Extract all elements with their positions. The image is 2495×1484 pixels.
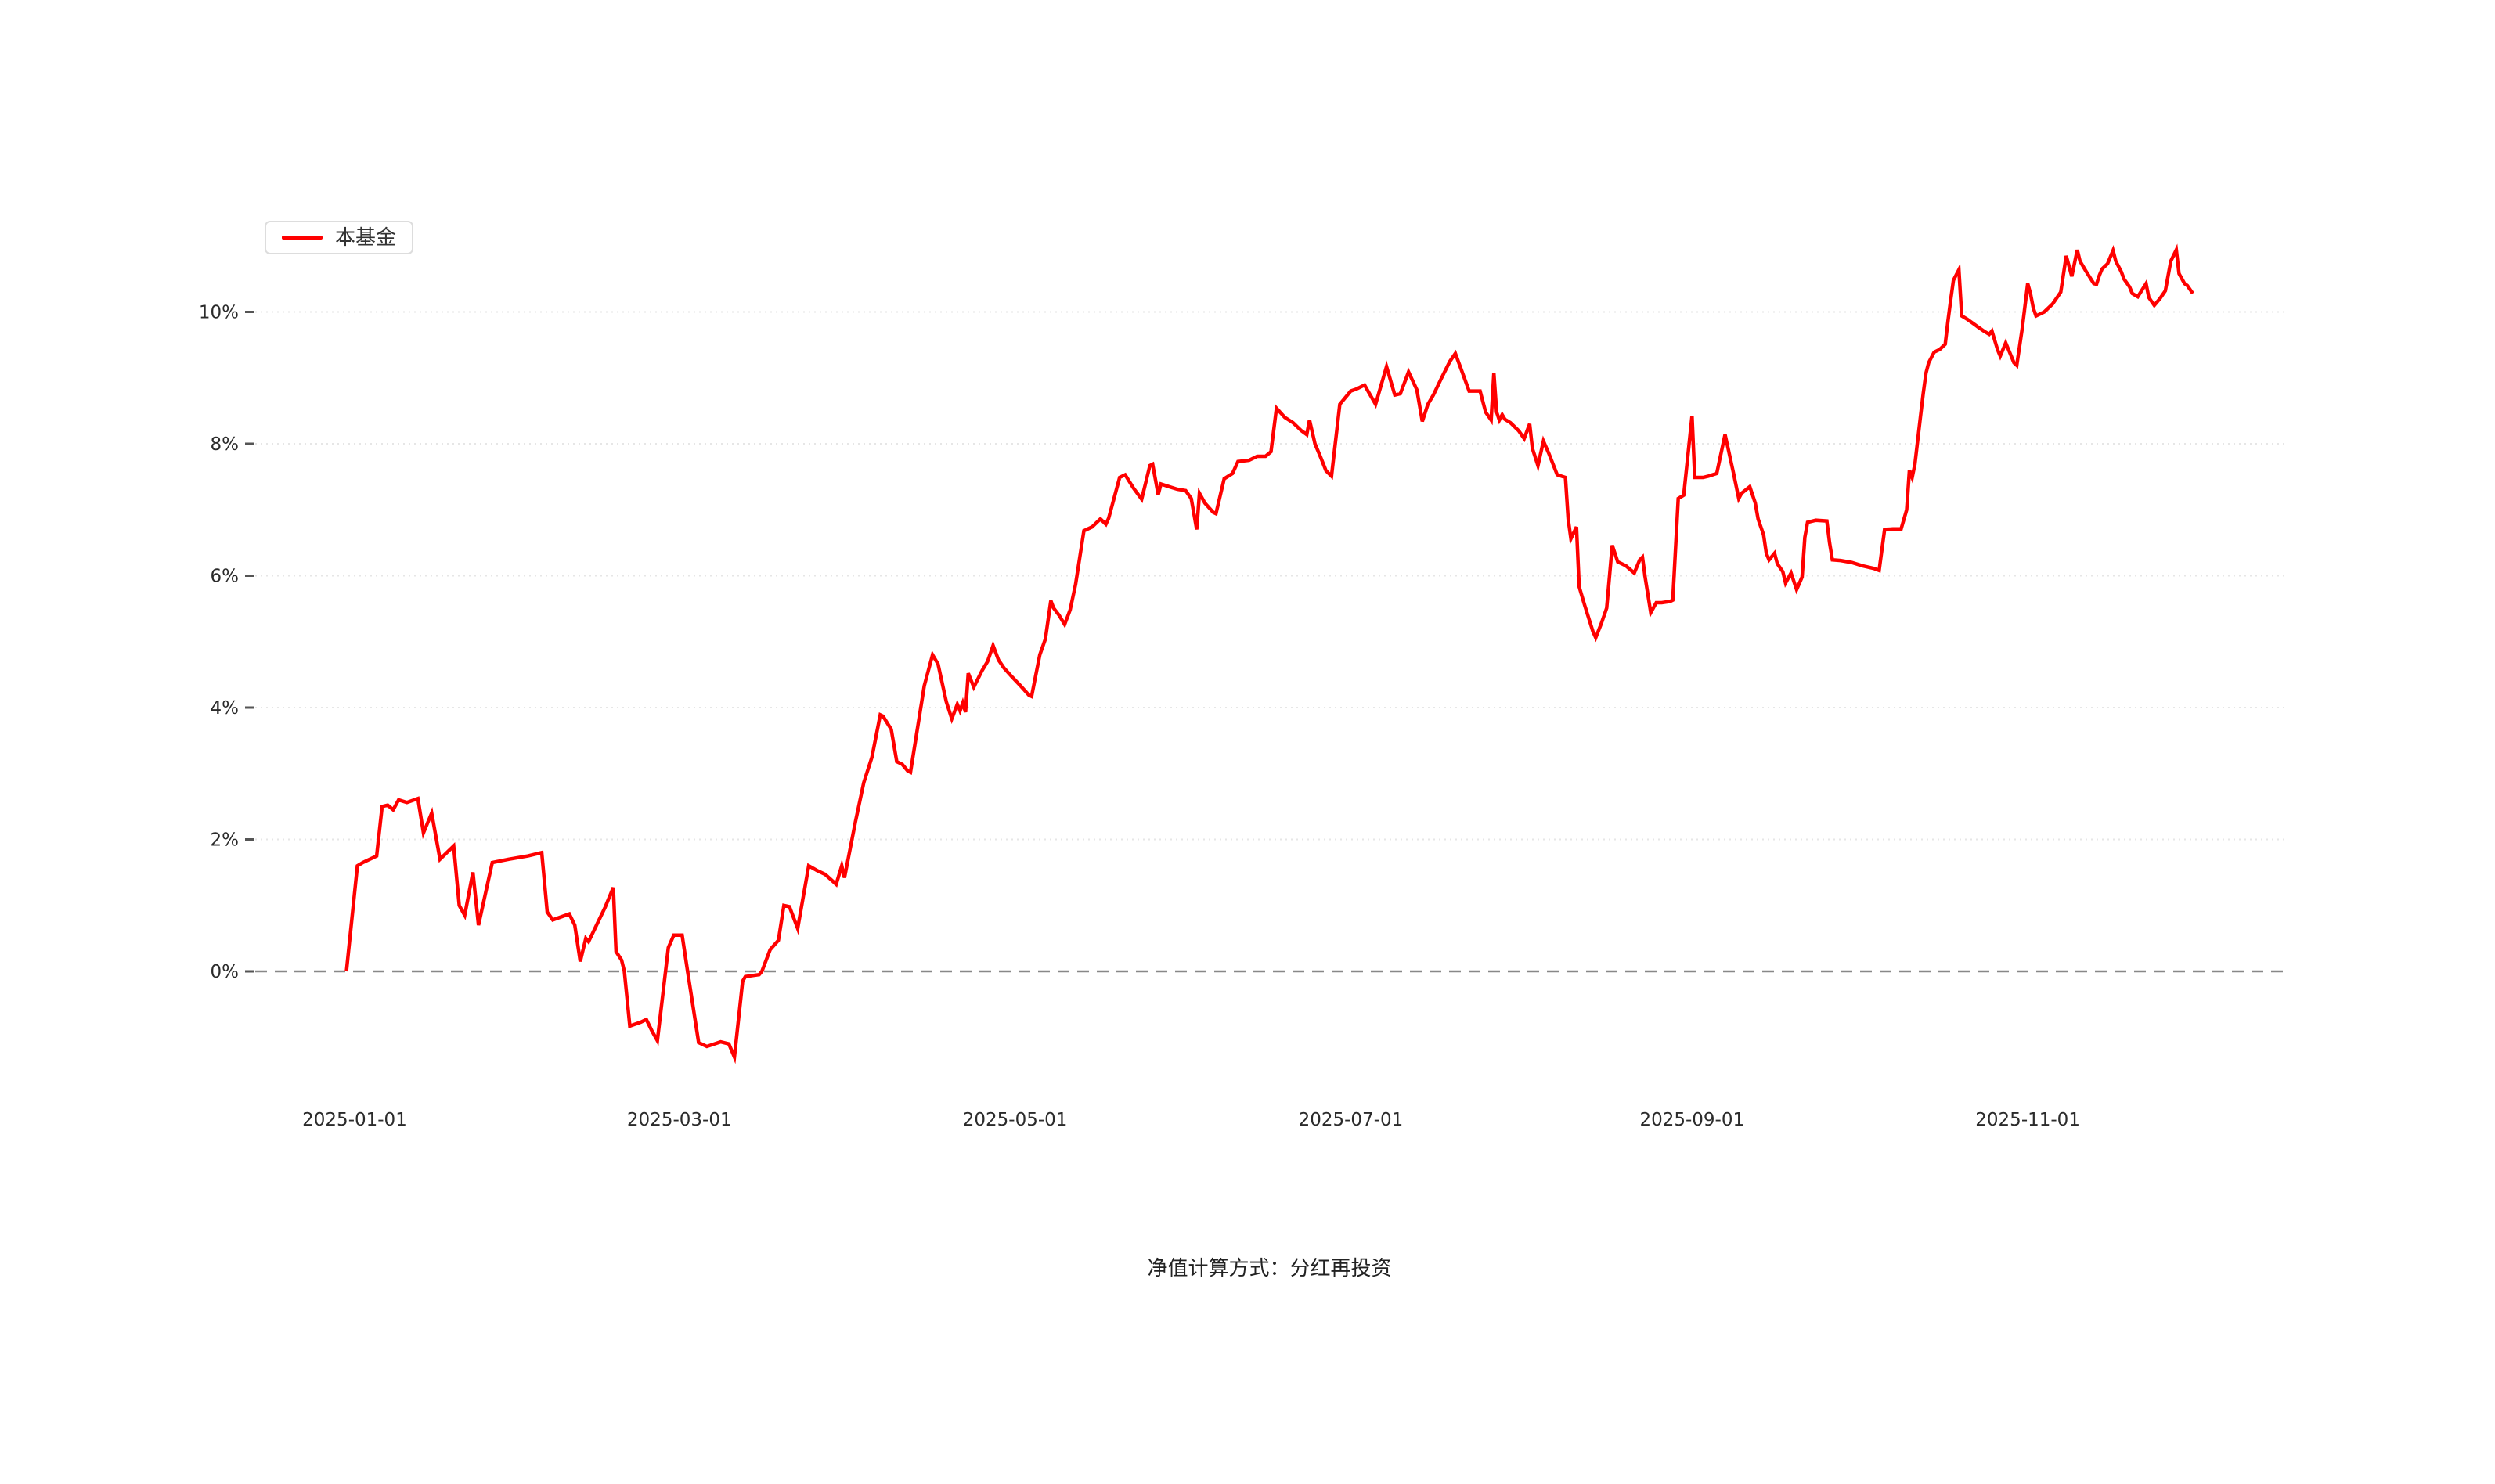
legend-line-icon xyxy=(282,236,323,240)
x-axis-label: 2025-11-01 xyxy=(1975,1110,2080,1130)
fund-series-line[interactable] xyxy=(344,243,2194,1064)
x-axis-label: 2025-09-01 xyxy=(1639,1110,1744,1130)
y-axis-label: 6% xyxy=(211,567,240,587)
legend-label: 本基金 xyxy=(335,225,397,250)
y-axis-label: 4% xyxy=(211,698,240,719)
y-axis-label: 2% xyxy=(211,830,240,851)
legend[interactable]: 本基金 xyxy=(265,221,414,254)
y-axis-label: 0% xyxy=(211,962,240,982)
y-axis-label: 8% xyxy=(211,434,240,455)
y-axis-label: 10% xyxy=(199,303,239,323)
x-axis-label: 2025-03-01 xyxy=(627,1110,732,1130)
x-axis-label: 2025-01-01 xyxy=(302,1110,407,1130)
calculation-method-note: 净值计算方式：分红再投资 xyxy=(1147,1257,1392,1280)
x-axis-label: 2025-05-01 xyxy=(963,1110,1068,1130)
x-axis-label: 2025-07-01 xyxy=(1299,1110,1404,1130)
